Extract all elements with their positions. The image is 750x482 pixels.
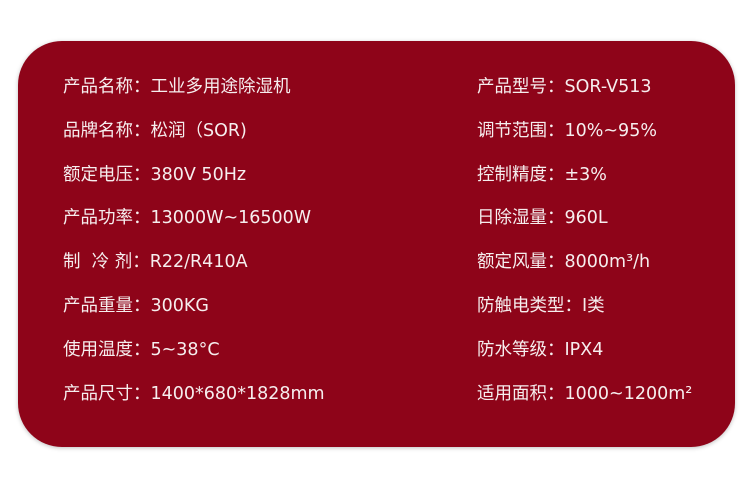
spec-label: 防触电类型： <box>477 296 582 316</box>
spec-label: 调节范围： <box>477 120 565 141</box>
spec-label: 日除湿量： <box>477 208 565 229</box>
spec-value: 松润（SOR) <box>150 120 247 141</box>
spec-label: 品牌名称： <box>63 120 151 141</box>
spec-row: 调节范围：10%~95% <box>477 119 657 143</box>
spec-label: 额定风量： <box>477 252 565 273</box>
spec-value: 1000~1200m² <box>564 383 693 404</box>
spec-value: 380V 50Hz <box>150 164 247 185</box>
spec-value: 10%~95% <box>564 120 657 141</box>
spec-label: 额定电压： <box>63 164 151 185</box>
spec-label: 防水等级： <box>477 339 565 360</box>
spec-value: IPX4 <box>564 339 604 360</box>
spec-value: 8000m³/h <box>564 252 651 273</box>
spec-row: 控制精度：±3% <box>477 163 607 187</box>
spec-value: ±3% <box>564 164 607 185</box>
spec-row: 使用温度：5~38°C <box>63 338 220 362</box>
spec-label: 产品尺寸： <box>63 383 151 404</box>
spec-card: 产品名称：工业多用途除湿机 品牌名称：松润（SOR) 额定电压：380V 50Hz 产… <box>18 41 735 447</box>
spec-label: 制 冷 剂： <box>63 252 150 273</box>
spec-value: 5~38°C <box>150 339 220 360</box>
spec-row: 额定风量：8000m³/h <box>477 250 650 274</box>
spec-row: 品牌名称：松润（SOR) <box>63 119 247 143</box>
spec-row: 产品型号：SOR-V513 <box>477 75 652 99</box>
spec-row: 产品名称：工业多用途除湿机 <box>63 75 291 99</box>
spec-value: 13000W~16500W <box>150 208 312 229</box>
spec-value: SOR-V513 <box>564 77 652 97</box>
spec-row: 额定电压：380V 50Hz <box>63 163 246 187</box>
spec-label: 产品名称： <box>63 77 151 97</box>
spec-label: 产品功率： <box>63 208 151 229</box>
spec-label: 产品重量： <box>63 296 151 316</box>
spec-label: 控制精度： <box>477 164 565 185</box>
spec-row: 适用面积：1000~1200m² <box>477 382 692 406</box>
spec-row: 防触电类型：I类 <box>477 294 605 318</box>
spec-value: 1400*680*1828mm <box>150 383 325 404</box>
spec-value: 960L <box>564 208 608 229</box>
spec-label: 使用温度： <box>63 339 151 360</box>
spec-row: 产品尺寸：1400*680*1828mm <box>63 382 325 406</box>
spec-value: 300KG <box>150 296 209 316</box>
spec-row: 制 冷 剂：R22/R410A <box>63 250 248 274</box>
spec-value: I类 <box>582 296 605 316</box>
spec-row: 产品功率：13000W~16500W <box>63 206 311 230</box>
spec-row: 防水等级：IPX4 <box>477 338 603 362</box>
spec-label: 产品型号： <box>477 77 565 97</box>
spec-row: 产品重量：300KG <box>63 294 209 318</box>
spec-row: 日除湿量：960L <box>477 206 608 230</box>
spec-value: 工业多用途除湿机 <box>150 77 291 97</box>
spec-label: 适用面积： <box>477 383 565 404</box>
spec-value: R22/R410A <box>149 252 248 273</box>
